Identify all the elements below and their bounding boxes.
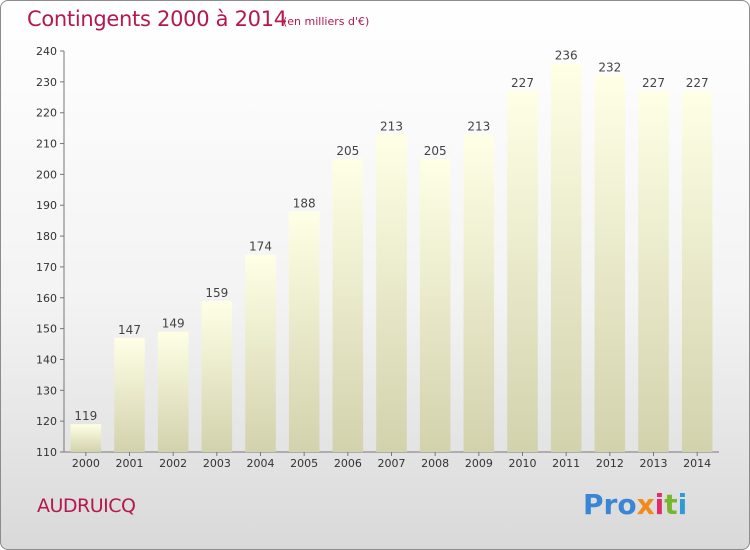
bar-value-label: 205 [424,144,447,158]
bar-value-label: 213 [380,119,403,133]
bar-2006 [332,158,364,452]
y-tick-label: 120 [36,415,57,428]
bar-2011 [550,63,582,452]
bar-value-label: 236 [555,48,578,62]
y-tick-label: 220 [36,107,57,120]
x-tick-label: 2013 [640,457,668,470]
logo-part: x [636,488,655,521]
commune-name: AUDRUICQ [37,495,136,517]
chart-subtitle: (en milliers d'€) [283,15,370,28]
bar-2008 [419,158,451,452]
proxiti-logo[interactable]: Proxiti [583,488,687,521]
logo-part: t [664,488,678,521]
bar-2002 [157,331,189,452]
x-tick-label: 2009 [465,457,493,470]
bar-value-label: 227 [642,76,665,90]
bar-value-label: 188 [293,196,316,210]
bar-value-label: 147 [118,323,141,337]
y-tick-label: 140 [36,353,57,366]
y-tick-label: 170 [36,261,57,274]
y-axis-ticks: 110 120 130 140 150 160 170 180 190 200 210 220 230 2… [36,45,64,459]
bar-value-label: 213 [467,119,490,133]
x-tick-label: 2007 [378,457,406,470]
bar-2005 [288,211,320,452]
logo-part: Pro [583,488,637,521]
x-tick-label: 2005 [290,457,318,470]
x-tick-label: 2010 [509,457,537,470]
y-tick-label: 150 [36,323,57,336]
chart-title: Contingents 2000 à 2014 [27,7,287,31]
bar-2007 [376,134,407,453]
logo-part: i [654,488,665,521]
bar-2009 [463,134,495,453]
y-tick-label: 240 [36,45,57,58]
bar-2010 [507,91,538,452]
bar-2012 [594,75,626,452]
bar-value-label: 174 [249,240,272,254]
bar-value-label: 159 [205,286,228,300]
bar-2004 [245,254,276,452]
bar-2014 [681,91,713,452]
x-tick-label: 2014 [683,457,711,470]
x-tick-label: 2001 [116,457,144,470]
bar-value-label: 149 [162,317,185,331]
x-axis-labels: 2000 2001 2002 2003 2004 2005 2006 2007 2008 2009… [72,452,711,470]
y-tick-label: 130 [36,384,57,397]
bar-2013 [638,91,669,452]
bar-value-label: 232 [598,61,621,75]
x-tick-label: 2002 [159,457,187,470]
bar-2001 [114,337,145,452]
x-tick-label: 2000 [72,457,100,470]
bar-value-label: 119 [74,409,97,423]
y-tick-label: 110 [36,446,57,459]
x-tick-label: 2003 [203,457,231,470]
y-tick-label: 210 [36,138,57,151]
x-tick-label: 2011 [552,457,580,470]
y-tick-label: 200 [36,168,57,181]
bar-value-label: 227 [686,76,709,90]
logo-part: i [677,488,688,521]
y-tick-label: 230 [36,76,57,89]
x-tick-label: 2004 [247,457,275,470]
bar-value-label: 205 [336,144,359,158]
x-tick-label: 2008 [421,457,449,470]
bar-2003 [201,300,233,452]
y-tick-label: 190 [36,199,57,212]
bar-value-label: 227 [511,76,534,90]
x-tick-label: 2012 [596,457,624,470]
y-tick-label: 180 [36,230,57,243]
bars: 119 147 149 159 174 188 205 213 205 213 227 236 232 2… [70,48,713,453]
x-tick-label: 2006 [334,457,362,470]
bar-2000 [70,424,102,452]
y-tick-label: 160 [36,292,57,305]
